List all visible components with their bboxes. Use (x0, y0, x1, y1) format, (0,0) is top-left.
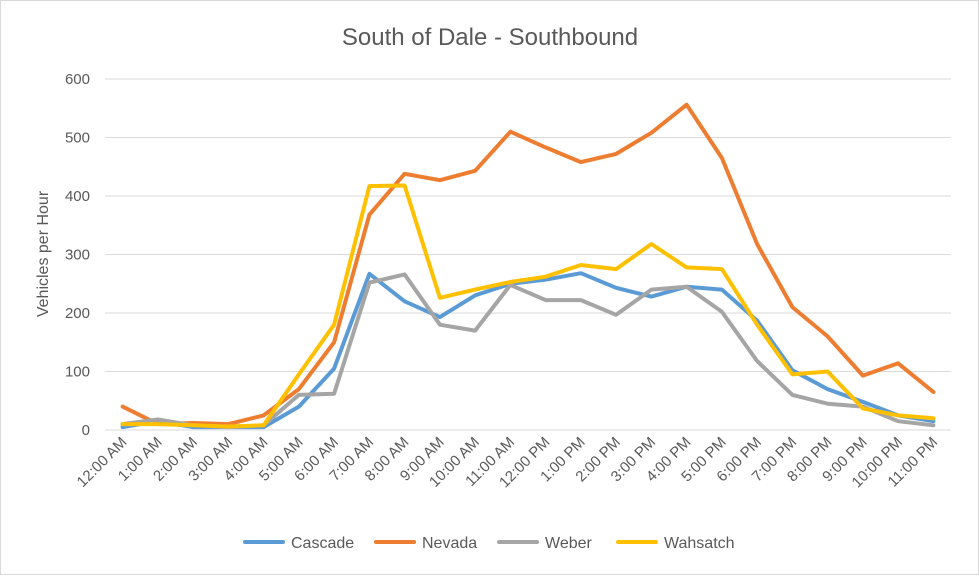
y-tick-label: 200 (65, 305, 90, 322)
gridlines (105, 78, 951, 431)
series-line-nevada (120, 102, 936, 427)
series-line-wahsatch (120, 183, 936, 429)
series-line-cascade (120, 271, 936, 430)
x-axis-ticks: 12:00 AM1:00 AM2:00 AM3:00 AM4:00 AM5:00… (74, 434, 942, 491)
y-tick-label: 300 (65, 247, 90, 264)
y-tick-label: 500 (65, 130, 90, 147)
y-tick-label: 0 (82, 422, 90, 439)
y-axis-label: Vehicles per Hour (35, 190, 52, 317)
x-tick-label: 12:00 AM (74, 434, 131, 491)
legend-label-wahsatch: Wahsatch (664, 535, 735, 552)
y-tick-label: 100 (65, 364, 90, 381)
series-lines (120, 102, 936, 430)
chart-title: South of Dale - Southbound (342, 24, 638, 51)
y-axis-ticks: 0 100 200 300 400 500 600 (65, 71, 90, 439)
y-tick-label: 400 (65, 188, 90, 205)
y-tick-label: 600 (65, 71, 90, 88)
series-line-weber (120, 272, 936, 430)
legend: Cascade Nevada Weber Wahsatch (243, 535, 735, 552)
legend-label-cascade: Cascade (291, 535, 354, 552)
legend-label-nevada: Nevada (422, 535, 477, 552)
legend-label-weber: Weber (545, 535, 593, 552)
